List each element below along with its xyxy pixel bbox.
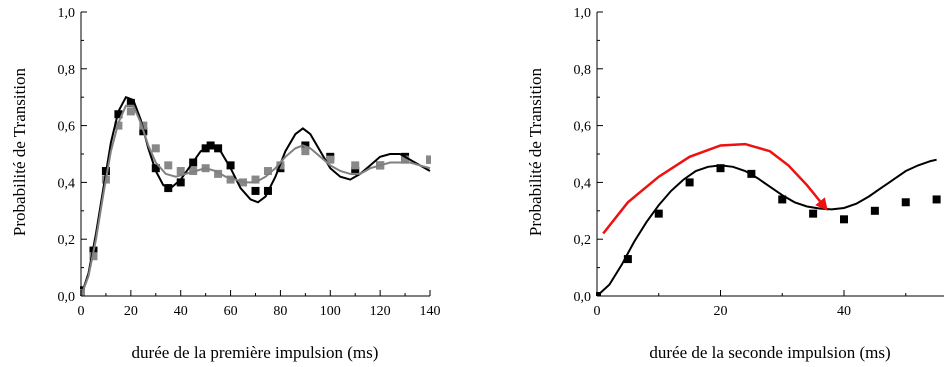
chart-left-y-tick-label: 0,0 [58, 290, 76, 305]
chart-left-y-tick-label: 1,0 [58, 6, 76, 21]
chart-left-data-point [176, 178, 185, 187]
chart-right-y-tick-label: 0,2 [574, 233, 592, 248]
chart-right-data-point [901, 198, 910, 207]
chart-left-data-point [326, 155, 335, 164]
chart-left-x-tick-label: 100 [320, 304, 341, 319]
chart-left-data-point [351, 167, 360, 176]
chart-left-data-point [151, 144, 160, 153]
chart-left-y-tick-label: 0,8 [58, 63, 76, 78]
chart-right-data-point [778, 195, 787, 204]
chart-right-data-point [685, 178, 694, 187]
chart-left-series [80, 95, 431, 296]
chart-left-axes [80, 12, 430, 297]
chart-right-x-axis-title: durée de la seconde impulsion (ms) [649, 343, 890, 362]
chart-left-y-axis-title: Probabilité de Transition [10, 67, 29, 236]
chart-right-data-point [840, 215, 848, 224]
chart-left-data-point [351, 161, 360, 170]
chart-right-axes [596, 12, 944, 297]
chart-right-data-point [623, 255, 632, 264]
chart-right: 0,0 0,2 0,4 0,6 0,8 1,0 0 20 40 durée de la seco… [526, 6, 944, 362]
chart-right-y-tick-label: 0,0 [574, 290, 592, 305]
chart-left-data-point [251, 175, 260, 184]
chart-right-x-tick-label: 20 [714, 304, 728, 319]
chart-left-x-tick-label: 0 [78, 304, 85, 319]
chart-left-data-point [263, 167, 272, 176]
chart-left-x-tick-label: 40 [174, 304, 188, 319]
chart-left-data-point [251, 186, 260, 195]
chart-right-y-tick-label: 1,0 [574, 6, 592, 21]
chart-left-fit-curve-2 [80, 95, 431, 296]
chart-left-data-point [226, 175, 235, 184]
chart-left-x-tick-label: 120 [370, 304, 391, 319]
chart-left-data-point [214, 144, 223, 153]
chart-left-data-point [126, 98, 135, 107]
chart-left-x-axis-title: durée de la première impulsion (ms) [132, 343, 379, 362]
chart-left-y-tick-label: 0,4 [58, 176, 76, 191]
chart-left-data-point [214, 169, 223, 178]
chart-left-data-point [226, 161, 235, 170]
chart-right-data-point [932, 195, 941, 204]
chart-right-red-arrow [602, 142, 828, 235]
chart-left-data-point [426, 155, 431, 164]
chart-left-data-point [126, 107, 135, 116]
chart-right-x-tick-label: 40 [837, 304, 851, 319]
chart-left-x-tick-label: 60 [224, 304, 238, 319]
chart-left-y-tick-label: 0,2 [58, 233, 76, 248]
chart-right-data-point [809, 209, 818, 218]
chart-right-y-tick-label: 0,4 [574, 176, 592, 191]
chart-left-data-point [164, 161, 173, 170]
chart-right-fit-curve-1 [596, 158, 937, 296]
chart-right-series [596, 142, 941, 296]
chart-right-data-point [654, 209, 663, 218]
chart-left-data-point [401, 155, 410, 164]
chart-right-x-tick-label: 0 [594, 304, 601, 319]
chart-right-data-point [716, 164, 725, 173]
chart-left-data-point [301, 147, 310, 156]
chart-right-y-tick-label: 0,6 [574, 120, 592, 135]
chart-right-y-tick-label: 0,8 [574, 63, 592, 78]
chart-right-data-point [870, 206, 879, 215]
chart-left-data-point [176, 167, 185, 176]
chart-right-y-axis-title: Probabilité de Transition [526, 67, 545, 236]
chart-left-x-tick-label: 80 [273, 304, 287, 319]
chart-left-x-tick-label: 140 [420, 304, 441, 319]
chart-left-fit-curve-3 [80, 104, 431, 296]
chart-left-x-tick-label: 20 [124, 304, 138, 319]
chart-left: 0,0 0,2 0,4 0,6 0,8 1,0 0 20 40 60 80 100 120 140 dur… [10, 6, 441, 362]
chart-left-y-tick-label: 0,6 [58, 120, 76, 135]
